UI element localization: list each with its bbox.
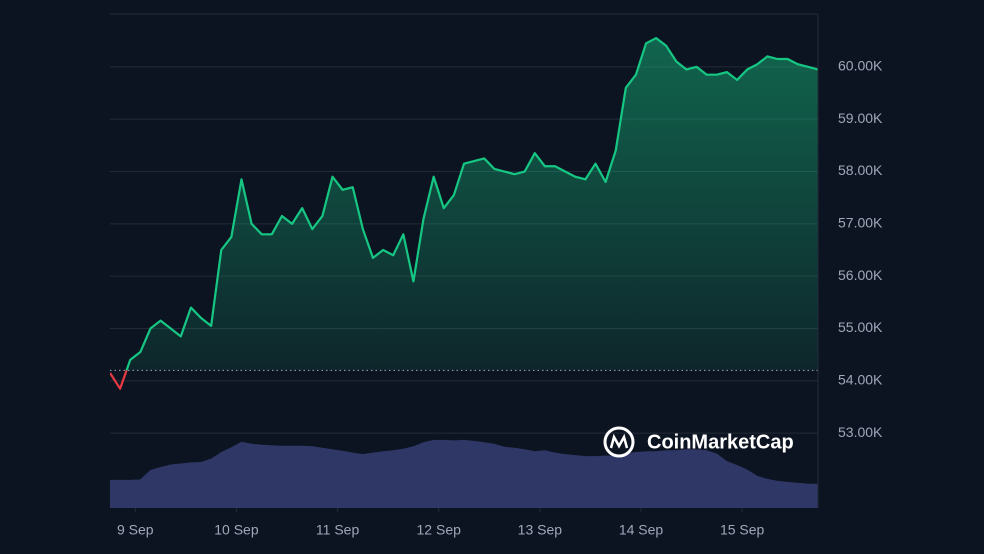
- y-tick-label: 60.00K: [838, 58, 883, 74]
- y-tick-label: 54.00K: [838, 372, 883, 388]
- y-tick-label: 55.00K: [838, 319, 883, 335]
- x-tick-label: 11 Sep: [316, 522, 360, 538]
- y-tick-label: 59.00K: [838, 110, 883, 126]
- y-tick-label: 53.00K: [838, 424, 883, 440]
- axes: 53.00K 54.00K 55.00K 56.00K 57.00K 58.00K 59.0…: [117, 58, 883, 538]
- y-tick-label: 57.00K: [838, 215, 883, 231]
- plot: [110, 36, 818, 508]
- price-area: [126, 38, 818, 371]
- x-tick-label: 10 Sep: [214, 522, 259, 538]
- price-line: [125, 36, 818, 371]
- x-tick-label: 13 Sep: [518, 522, 563, 538]
- watermark-text: CoinMarketCap: [647, 431, 794, 453]
- x-tick-label: 14 Sep: [619, 522, 664, 538]
- x-tick-label: 12 Sep: [417, 522, 462, 538]
- y-tick-label: 56.00K: [838, 267, 883, 283]
- watermark-logo: [603, 426, 635, 458]
- x-tick-label: 15 Sep: [720, 522, 765, 538]
- y-tick-label: 58.00K: [838, 162, 883, 178]
- volume-area: [110, 439, 818, 508]
- x-tick-label: 9 Sep: [117, 522, 154, 538]
- watermark-logo-mark: [609, 433, 629, 449]
- watermark: CoinMarketCap: [603, 426, 794, 458]
